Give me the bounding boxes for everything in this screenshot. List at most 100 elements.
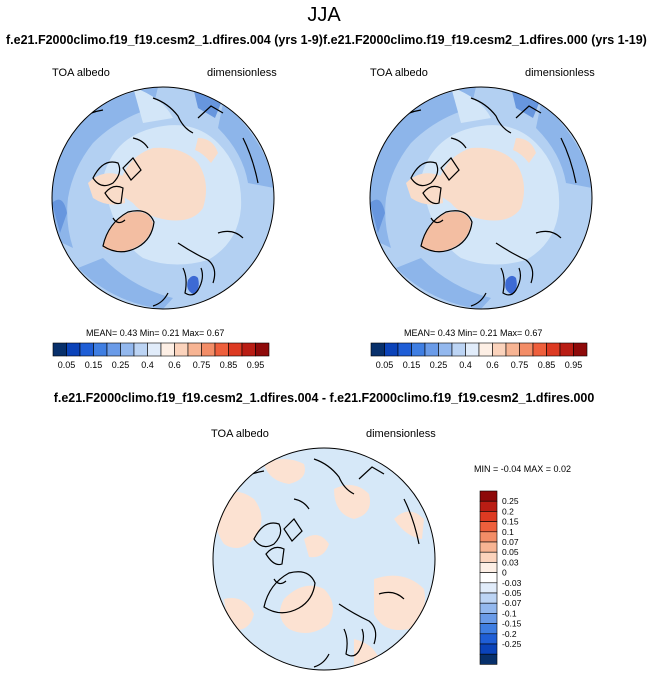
colorbar-left-swatch bbox=[93, 342, 108, 357]
colorbar-right-swatch bbox=[546, 342, 561, 357]
colorbar-diff-swatch bbox=[479, 633, 498, 645]
colorbar-right-tick-label: 0.75 bbox=[511, 360, 529, 370]
colorbar-diff-tick-label: 0.15 bbox=[502, 517, 519, 527]
colorbar-left-tick-label: 0.85 bbox=[220, 360, 238, 370]
colorbar-diff-swatch bbox=[479, 500, 498, 512]
colorbar-right-swatch bbox=[559, 342, 574, 357]
colorbar-diff-tick-label: -0.25 bbox=[502, 639, 522, 649]
colorbar-diff-tick-label: 0.07 bbox=[502, 537, 519, 547]
colorbar-left-swatch bbox=[255, 342, 270, 357]
map-left bbox=[52, 87, 274, 309]
colorbar-left-swatch bbox=[187, 342, 202, 357]
colorbar-diff-swatch bbox=[479, 490, 498, 502]
colorbar-left-swatch bbox=[147, 342, 162, 357]
colorbar-left-swatch bbox=[160, 342, 175, 357]
colorbar-diff-swatch bbox=[479, 572, 498, 584]
field-label-right: TOA albedo bbox=[370, 67, 428, 79]
field-label-left: TOA albedo bbox=[52, 67, 110, 79]
units-label-diff: dimensionless bbox=[366, 428, 436, 440]
colorbar-diff-tick-label: 0.1 bbox=[502, 527, 514, 537]
colorbar-right-tick-label: 0.85 bbox=[538, 360, 556, 370]
colorbar-diff-tick-label: 0.05 bbox=[502, 547, 519, 557]
colorbar-right-swatch bbox=[411, 342, 426, 357]
map-right bbox=[370, 87, 592, 309]
colorbar-right-swatch bbox=[465, 342, 480, 357]
colorbar-left-swatch bbox=[201, 342, 216, 357]
colorbar-diff-tick-label: -0.05 bbox=[502, 588, 522, 598]
colorbar-left-tick-label: 0.4 bbox=[141, 360, 154, 370]
colorbar-left-swatch bbox=[228, 342, 243, 357]
units-label-right: dimensionless bbox=[525, 67, 595, 79]
colorbar-diff-swatch bbox=[479, 623, 498, 635]
stats-right: MEAN= 0.43 Min= 0.21 Max= 0.67 bbox=[404, 328, 543, 338]
colorbar-left-swatch bbox=[214, 342, 229, 357]
colorbar-right-swatch bbox=[424, 342, 439, 357]
colorbar-diff-tick-label: 0.2 bbox=[502, 506, 514, 516]
colorbar-diff-tick-label: 0.03 bbox=[502, 557, 519, 567]
colorbar-left-tick-label: 0.75 bbox=[193, 360, 211, 370]
colorbar-diff-swatch bbox=[479, 521, 498, 533]
colorbar-diff-tick-label: -0.1 bbox=[502, 608, 517, 618]
colorbar-diff-tick-label: -0.03 bbox=[502, 578, 522, 588]
colorbar-left-tick-label: 0.6 bbox=[168, 360, 181, 370]
colorbar-right-swatch bbox=[519, 342, 534, 357]
colorbar-right-swatch bbox=[397, 342, 412, 357]
colorbar-left-tick-label: 0.15 bbox=[85, 360, 103, 370]
map-left-border bbox=[51, 86, 275, 310]
colorbar-right-swatch bbox=[573, 342, 588, 357]
colorbar-right-tick-label: 0.6 bbox=[486, 360, 499, 370]
colorbar-left-swatch bbox=[79, 342, 94, 357]
colorbar-left-tick-label: 0.95 bbox=[247, 360, 265, 370]
colorbar-diff-tick-label: 0.25 bbox=[502, 496, 519, 506]
colorbar-right-swatch bbox=[478, 342, 493, 357]
colorbar-right-tick-label: 0.15 bbox=[403, 360, 421, 370]
colorbar-right-swatch bbox=[438, 342, 453, 357]
colorbar-left-tick-label: 0.25 bbox=[112, 360, 130, 370]
stats-diff: MIN = -0.04 MAX = 0.02 bbox=[474, 464, 572, 474]
panel-title-right: f.e21.F2000climo.f19_f19.cesm2_1.dfires.… bbox=[323, 33, 647, 47]
diff-title: f.e21.F2000climo.f19_f19.cesm2_1.dfires.… bbox=[53, 391, 595, 405]
colorbar-left-swatch bbox=[133, 342, 148, 357]
colorbar-right-swatch bbox=[532, 342, 547, 357]
colorbar-right-swatch bbox=[451, 342, 466, 357]
colorbar-left: 0.05 0.15 0.25 0.4 0.6 0.75 0.85 0.95 bbox=[52, 342, 270, 370]
colorbar-right: 0.05 0.15 0.25 0.4 0.6 0.75 0.85 0.95 bbox=[370, 342, 588, 370]
colorbar-diff-tick-label: -0.07 bbox=[502, 598, 522, 608]
colorbar-left-tick-label: 0.05 bbox=[58, 360, 76, 370]
colorbar-right-swatch bbox=[370, 342, 385, 357]
colorbar-diff-swatch bbox=[479, 562, 498, 573]
map-diff bbox=[213, 448, 435, 670]
colorbar-diff-swatch bbox=[479, 511, 498, 522]
colorbar-diff-swatch bbox=[479, 592, 498, 604]
colorbar-diff-swatch bbox=[479, 531, 498, 543]
season-title: JJA bbox=[307, 4, 341, 26]
colorbar-left-swatch bbox=[52, 342, 67, 357]
colorbar-diff-swatch bbox=[479, 551, 498, 563]
colorbar-right-tick-label: 0.05 bbox=[376, 360, 394, 370]
colorbar-left-swatch bbox=[66, 342, 81, 357]
colorbar-right-swatch bbox=[505, 342, 520, 357]
colorbar-left-swatch bbox=[120, 342, 135, 357]
colorbar-diff-swatch bbox=[479, 653, 498, 665]
colorbar-right-tick-label: 0.4 bbox=[459, 360, 472, 370]
map-right-border bbox=[369, 86, 593, 310]
colorbar-left-swatch bbox=[174, 342, 189, 357]
panel-title-left: f.e21.F2000climo.f19_f19.cesm2_1.dfires.… bbox=[6, 33, 323, 47]
colorbar-right-tick-label: 0.95 bbox=[565, 360, 583, 370]
colorbar-diff: 0.250.20.150.10.070.050.030-0.03-0.05-0.… bbox=[479, 490, 522, 665]
colorbar-left-swatch bbox=[241, 342, 256, 357]
colorbar-diff-swatch bbox=[479, 602, 498, 614]
colorbar-diff-tick-label: -0.15 bbox=[502, 619, 522, 629]
colorbar-right-swatch bbox=[492, 342, 507, 357]
colorbar-diff-swatch bbox=[479, 643, 498, 655]
stats-left: MEAN= 0.43 Min= 0.21 Max= 0.67 bbox=[86, 328, 225, 338]
colorbar-right-tick-label: 0.25 bbox=[430, 360, 448, 370]
colorbar-diff-tick-label: 0 bbox=[502, 568, 507, 578]
colorbar-diff-swatch bbox=[479, 613, 498, 624]
colorbar-diff-swatch bbox=[479, 582, 498, 594]
colorbar-left-swatch bbox=[106, 342, 121, 357]
map-diff-border bbox=[212, 447, 436, 671]
field-label-diff: TOA albedo bbox=[211, 428, 269, 440]
colorbar-diff-tick-label: -0.2 bbox=[502, 629, 517, 639]
